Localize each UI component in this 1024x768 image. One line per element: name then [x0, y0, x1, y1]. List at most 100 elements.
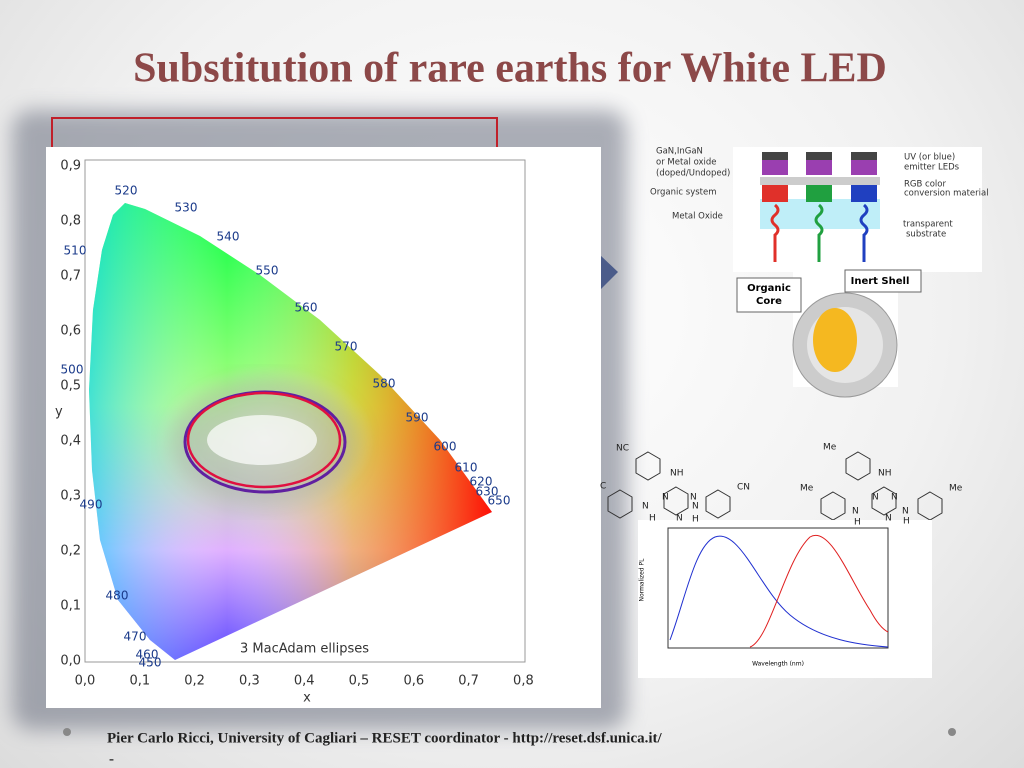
led-label: Metal Oxide	[672, 212, 723, 222]
molecule-atom: H	[903, 517, 910, 527]
spectrum-y-label: Normalized PL	[639, 558, 646, 602]
wavelength-label: 580	[373, 377, 396, 391]
wavelength-label: 460	[136, 648, 159, 662]
x-tick-label: 0,8	[513, 674, 534, 689]
y-tick-label: 0,3	[60, 489, 81, 504]
annotation: 3 MacAdam ellipses	[240, 642, 369, 657]
molecule-atom: NC	[616, 444, 629, 454]
bullet	[948, 728, 956, 736]
wavelength-label: 570	[335, 340, 358, 354]
spectrum-curve	[669, 535, 889, 648]
wavelength-label: 520	[115, 184, 138, 198]
molecule-atom: N	[642, 502, 649, 512]
led-label: RGB color	[904, 180, 946, 190]
x-tick-label: 0,4	[294, 674, 315, 689]
molecule-atom: N	[885, 514, 892, 524]
wavelength-label: 480	[106, 589, 129, 603]
molecule-atom: N	[852, 507, 859, 517]
spectrum-curve	[749, 534, 889, 648]
wavelength-label: 470	[124, 630, 147, 644]
footer: -	[109, 751, 114, 767]
led-label: substrate	[906, 230, 946, 240]
molecule-atom: CN	[737, 483, 750, 493]
core-label: Organic	[747, 283, 791, 294]
wavelength-label: 450	[139, 656, 162, 670]
wavelength-label: 540	[217, 230, 240, 244]
wavelength-label: 560	[295, 301, 318, 315]
y-tick-label: 0,0	[60, 654, 81, 669]
molecule-atom: H	[692, 515, 699, 525]
x-tick-label: 0,0	[75, 674, 96, 689]
footer: Pier Carlo Ricci, University of Cagliari…	[107, 730, 663, 746]
slide-title: Substitution of rare earths for White LE…	[133, 46, 887, 92]
y-tick-label: 0,7	[60, 269, 81, 284]
molecule-atom: Me	[800, 484, 814, 494]
wavelength-label: 630	[476, 485, 499, 499]
core-label-box	[736, 277, 802, 313]
wavelength-label: 490	[80, 498, 103, 512]
led-label: GaN,InGaN	[656, 147, 703, 157]
y-tick-label: 0,5	[60, 379, 81, 394]
shell-label: Inert Shell	[851, 276, 910, 287]
led-label: Organic system	[650, 188, 717, 198]
y-tick-label: 0,2	[60, 544, 81, 559]
wavelength-label: 610	[455, 461, 478, 475]
y-tick-label: 0,8	[60, 214, 81, 229]
wavelength-label: 650	[488, 494, 511, 508]
shell-label-box	[844, 269, 922, 293]
molecule-atom: N	[692, 502, 699, 512]
molecule-atom: N	[676, 514, 683, 524]
x-tick-label: 0,3	[239, 674, 260, 689]
led-label: or Metal oxide	[656, 158, 717, 168]
wavelength-label: 620	[470, 475, 493, 489]
molecule-atom: NH	[670, 469, 684, 479]
arrow	[600, 255, 618, 290]
bullet	[63, 728, 71, 736]
wavelength-label: 500	[61, 363, 84, 377]
plot-frame	[84, 159, 526, 663]
y-tick-label: 0,9	[60, 159, 81, 174]
y-tick-label: 0,1	[60, 599, 81, 614]
led-label: UV (or blue)	[904, 153, 955, 163]
y-tick-label: 0,6	[60, 324, 81, 339]
wavelength-label: 600	[434, 440, 457, 454]
molecule-atom: N	[662, 493, 669, 503]
molecule-atom: Me	[949, 484, 963, 494]
spectrum-frame	[667, 527, 889, 649]
core	[813, 308, 857, 372]
molecule-atom: N	[690, 493, 697, 503]
molecule-atom: Me	[823, 443, 837, 453]
led-label: conversion material	[904, 189, 989, 199]
ellipse-core	[207, 415, 317, 465]
molecule-atom: N	[872, 493, 879, 503]
molecule-atom: H	[854, 518, 861, 528]
molecule-atom: H	[649, 514, 656, 524]
molecule-atom: NH	[878, 469, 892, 479]
molecule-bonds	[607, 451, 943, 521]
molecule-atom: N	[891, 493, 898, 503]
x-axis-label: x	[303, 691, 311, 706]
molecule-atom: N	[902, 507, 909, 517]
spectrum-panel	[638, 520, 932, 678]
wavelength-label: 530	[175, 201, 198, 215]
x-tick-label: 0,5	[349, 674, 370, 689]
led-stack	[760, 152, 880, 262]
led-label: (doped/Undoped)	[656, 169, 730, 179]
x-tick-label: 0,1	[129, 674, 150, 689]
y-axis-label: y	[55, 405, 63, 420]
led-label: transparent	[903, 220, 953, 230]
ellipse	[186, 391, 342, 489]
core-label: Core	[756, 296, 782, 307]
x-tick-label: 0,2	[184, 674, 205, 689]
x-tick-label: 0,6	[403, 674, 424, 689]
wavelength-label: 510	[64, 244, 87, 258]
wavelength-label: 550	[256, 264, 279, 278]
x-tick-label: 0,7	[458, 674, 479, 689]
wavelength-label: 590	[406, 411, 429, 425]
spectrum-x-label: Wavelength (nm)	[752, 661, 804, 668]
molecule-atom: C	[600, 482, 606, 492]
y-tick-label: 0,4	[60, 434, 81, 449]
led-label: emitter LEDs	[904, 163, 960, 173]
